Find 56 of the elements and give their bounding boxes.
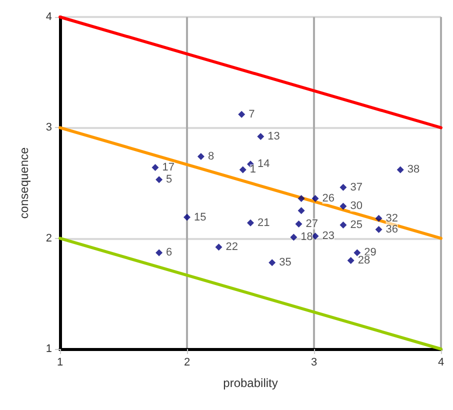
point: [247, 219, 254, 226]
point: [354, 249, 361, 256]
point: [298, 207, 305, 214]
annotation: 23: [322, 230, 335, 242]
point: [152, 164, 159, 172]
point: [156, 176, 163, 184]
point: [298, 194, 305, 202]
point: [340, 222, 347, 229]
point: [257, 133, 264, 140]
point: [156, 249, 163, 256]
point: [340, 202, 347, 210]
point: [340, 184, 347, 191]
y-tick-label: 1: [46, 343, 52, 355]
annotation: 7: [248, 108, 255, 120]
point: [347, 256, 354, 264]
point: [197, 152, 204, 160]
annotation: 1: [250, 164, 256, 176]
x-tick-label: 1: [56, 356, 64, 368]
annotation: 18: [300, 231, 313, 244]
point: [268, 259, 276, 266]
annotation: 15: [194, 211, 206, 224]
point: [184, 214, 190, 221]
x-axis-title: probability: [223, 376, 278, 390]
point: [295, 220, 302, 228]
annotation: 22: [226, 241, 238, 254]
annotation: 35: [279, 256, 292, 269]
y-tick-label: 2: [46, 232, 52, 244]
y-tick-label: 3: [46, 122, 52, 134]
point: [290, 234, 298, 241]
annotation: 36: [386, 223, 398, 236]
annotation: 14: [258, 158, 270, 170]
y-axis-title: consequence: [17, 146, 31, 219]
x-tick-label: 4: [438, 356, 444, 368]
point: [396, 166, 404, 174]
y-tick-label: 4: [46, 11, 52, 23]
annotation: 5: [166, 174, 172, 186]
annotation: 30: [350, 200, 362, 212]
annotation: 25: [350, 219, 362, 232]
annotation: 17: [162, 162, 174, 174]
annotation: 6: [166, 246, 172, 259]
annotation: 8: [208, 150, 214, 162]
point: [375, 226, 382, 233]
annotation: 21: [258, 216, 270, 229]
annotation: 37: [350, 181, 362, 194]
point: [375, 214, 382, 222]
annotation: 13: [268, 130, 280, 143]
x-tick-label: 2: [184, 356, 190, 368]
annotation: 32: [386, 212, 398, 224]
point: [215, 244, 222, 251]
annotation: 26: [322, 192, 335, 204]
point: [238, 110, 246, 118]
annotation: 27: [306, 218, 318, 230]
annotation: 38: [407, 164, 420, 176]
x-tick-label: 3: [310, 356, 318, 368]
point: [312, 194, 319, 202]
point: [239, 166, 246, 174]
